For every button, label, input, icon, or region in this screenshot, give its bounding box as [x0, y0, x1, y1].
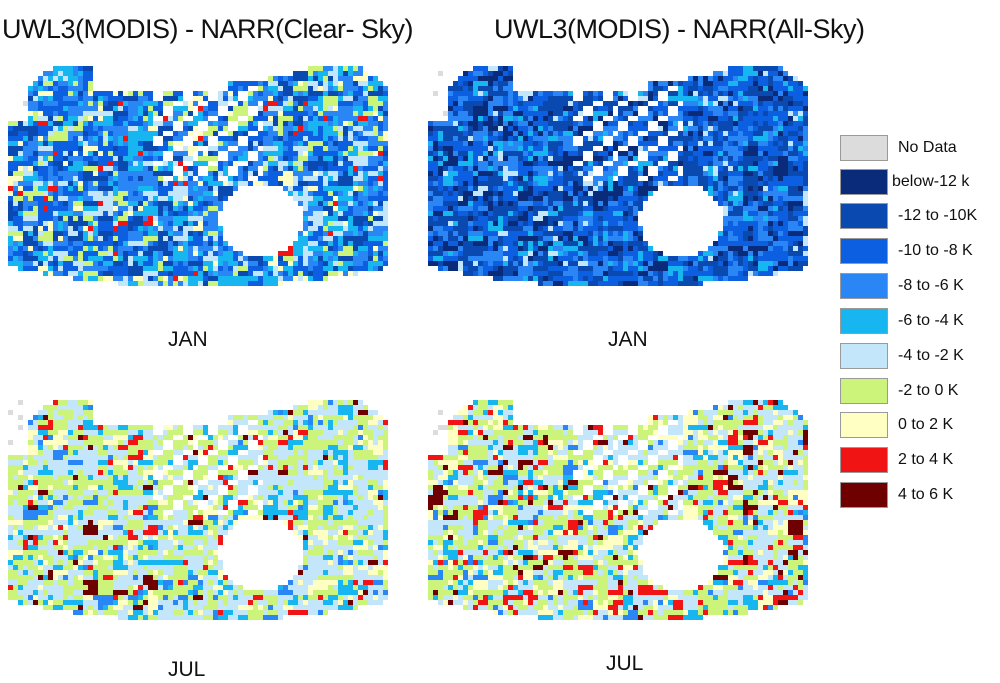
legend-swatch [840, 378, 888, 404]
legend-label: -6 to -4 K [898, 312, 964, 329]
legend-label: -10 to -8 K [898, 242, 973, 259]
map-jul-clear-sky [8, 400, 388, 630]
map-raster [8, 66, 388, 286]
legend-item-below-12: below-12 k [840, 168, 969, 196]
map-jan-clear-sky [8, 66, 388, 296]
legend-label: -4 to -2 K [898, 347, 964, 364]
map-jul-all-sky [428, 400, 808, 630]
legend-label: No Data [898, 139, 957, 156]
map-label-jul-all: JUL [606, 652, 644, 675]
legend-item-4-to-6: 4 to 6 K [840, 481, 953, 509]
legend-swatch [840, 447, 888, 473]
legend-swatch [840, 308, 888, 334]
legend-item-no-data: No Data [840, 134, 957, 162]
legend-item-12-to-10: -12 to -10K [840, 202, 977, 230]
map-raster [8, 400, 388, 620]
title-all-sky: UWL3(MODIS) - NARR(All-Sky) [494, 14, 865, 44]
legend-swatch [840, 203, 888, 229]
map-label-jan-all: JAN [608, 328, 648, 351]
legend-label: -2 to 0 K [898, 382, 959, 399]
map-raster [428, 66, 808, 286]
legend-item-8-to-6: -8 to -6 K [840, 272, 964, 300]
legend-item-2-to-4: 2 to 4 K [840, 446, 953, 474]
legend-label: 0 to 2 K [898, 416, 954, 433]
legend-swatch [840, 169, 888, 195]
legend-swatch [840, 135, 888, 161]
legend-swatch [840, 343, 888, 369]
legend-label: -8 to -6 K [898, 277, 964, 294]
legend-label: below-12 k [892, 173, 970, 190]
map-label-jan-clear: JAN [168, 328, 208, 351]
title-clear-sky: UWL3(MODIS) - NARR(Clear- Sky) [2, 14, 414, 44]
legend-swatch [840, 273, 888, 299]
legend-label: -12 to -10K [898, 207, 978, 224]
legend-swatch [840, 238, 888, 264]
map-jan-all-sky [428, 66, 808, 296]
legend-item-10-to-8: -10 to -8 K [840, 237, 973, 265]
legend-item-2-to-0: -2 to 0 K [840, 377, 958, 405]
legend-label: 2 to 4 K [898, 451, 954, 468]
legend-item-6-to-4: -6 to -4 K [840, 307, 964, 335]
legend-item-0-to-2: 0 to 2 K [840, 411, 953, 439]
map-raster [428, 400, 808, 620]
legend-item-4-to-2: -4 to -2 K [840, 342, 964, 370]
legend-swatch [840, 412, 888, 438]
legend-swatch [840, 482, 888, 508]
map-label-jul-clear: JUL [168, 658, 206, 681]
legend-label: 4 to 6 K [898, 486, 954, 503]
